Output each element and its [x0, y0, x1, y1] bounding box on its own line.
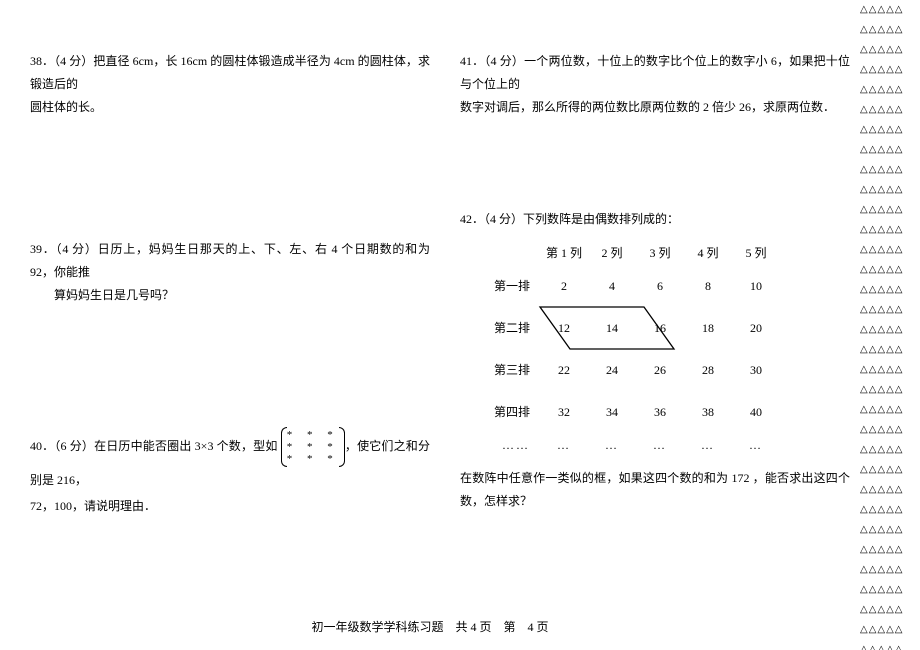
q38-number: 38． [30, 54, 54, 68]
q42-col-label: 5 列 [732, 242, 780, 265]
triangle-margin: △△△△△ △△△△△ △△△△△ △△△△△ △△△△△ △△△△△ △△△△… [860, 0, 920, 650]
q38-points: （4 分） [54, 54, 93, 68]
q40-text-a: 在日历中能否圈出 3×3 个数，型如 [94, 439, 277, 453]
q42-cell: 22 [540, 359, 588, 382]
q42-cell: 18 [684, 317, 732, 340]
q42-cell: 10 [732, 275, 780, 298]
q42-row-4: 第四排 32 34 36 38 40 [460, 391, 850, 433]
right-column: 41．（4 分）一个两位数，十位上的数字比个位上的数字小 6，如果把十位与个位上… [460, 50, 850, 513]
q42-cell: 30 [732, 359, 780, 382]
q42-cell: 12 [540, 317, 588, 340]
question-42: 42．（4 分）下列数阵是由偶数排列成的： 第 1 列 2 列 3 列 4 列 … [460, 208, 850, 512]
q42-col-prefix: 第 [546, 246, 558, 260]
q42-cell: … [540, 434, 588, 457]
q40-matrix-row: * * * [287, 429, 339, 441]
q42-row-ellipsis: …… … … … … … [460, 433, 850, 457]
q42-col-label: 第 1 列 [540, 242, 588, 265]
q42-cell: 28 [684, 359, 732, 382]
q42-cell: 24 [588, 359, 636, 382]
q42-cell: … [732, 434, 780, 457]
q42-cell: 6 [636, 275, 684, 298]
q40-number: 40． [30, 439, 54, 453]
q42-cell: 4 [588, 275, 636, 298]
q38-text-b: 圆柱体的长。 [30, 100, 102, 114]
q42-cell: 26 [636, 359, 684, 382]
q41-points: （4 分） [484, 54, 524, 68]
q39-number: 39． [30, 242, 56, 256]
question-39: 39．（4 分）日历上，妈妈生日那天的上、下、左、右 4 个日期数的和为 92，… [30, 238, 430, 306]
q42-cell: 34 [588, 401, 636, 424]
question-38: 38．（4 分）把直径 6cm，长 16cm 的圆柱体锻造成半径为 4cm 的圆… [30, 50, 430, 118]
q42-header-row: 第 1 列 2 列 3 列 4 列 5 列 [460, 241, 850, 265]
q42-cell: 40 [732, 401, 780, 424]
q42-cell: 32 [540, 401, 588, 424]
q42-row-label: …… [460, 434, 540, 457]
q42-array-table: 第 1 列 2 列 3 列 4 列 5 列 第一排 2 4 6 8 10 [460, 241, 850, 457]
q42-cell: 14 [588, 317, 636, 340]
q42-number: 42． [460, 212, 484, 226]
q42-row-label: 第二排 [460, 317, 540, 340]
q42-col-label: 2 列 [588, 242, 636, 265]
q42-cell: … [636, 434, 684, 457]
q39-text-b: 算妈妈生日是几号吗？ [54, 288, 174, 302]
q42-row-label: 第三排 [460, 359, 540, 382]
left-column: 38．（4 分）把直径 6cm，长 16cm 的圆柱体锻造成半径为 4cm 的圆… [30, 50, 430, 520]
q42-note: 在数阵中任意作一类似的框，如果这四个数的和为 172 ，能否求出这四个数，怎样求… [460, 467, 850, 513]
q42-cell: 2 [540, 275, 588, 298]
question-40: 40．（6 分）在日历中能否圈出 3×3 个数，型如 * * * * * * *… [30, 427, 430, 520]
page-footer: 初一年级数学学科练习题 共 4 页 第 4 页 [0, 618, 860, 635]
q42-col-label: 4 列 [684, 242, 732, 265]
q42-col-label: 3 列 [636, 242, 684, 265]
q42-cell: 16 [636, 317, 684, 340]
q42-cell: 20 [732, 317, 780, 340]
q42-row-2: 第二排 12 14 16 18 20 [460, 307, 850, 349]
q40-matrix-row: * * * [287, 441, 339, 453]
q42-row-label: 第一排 [460, 275, 540, 298]
q40-points: （6 分） [54, 439, 94, 453]
q42-cell: 38 [684, 401, 732, 424]
q40-text-c: 72，100，请说明理由． [30, 499, 156, 513]
q42-col-1: 1 列 [561, 246, 582, 260]
q41-number: 41． [460, 54, 484, 68]
q41-text-b: 数字对调后，那么所得的两位数比原两位数的 2 倍少 26，求原两位数． [460, 100, 835, 114]
q42-cell: … [588, 434, 636, 457]
q42-cell: … [684, 434, 732, 457]
q42-cell: 8 [684, 275, 732, 298]
q42-cell: 36 [636, 401, 684, 424]
q42-row-3: 第三排 22 24 26 28 30 [460, 349, 850, 391]
q40-matrix: * * * * * * * * * [281, 427, 345, 467]
question-41: 41．（4 分）一个两位数，十位上的数字比个位上的数字小 6，如果把十位与个位上… [460, 50, 850, 118]
q42-points: （4 分） [484, 212, 523, 226]
exam-page: 38．（4 分）把直径 6cm，长 16cm 的圆柱体锻造成半径为 4cm 的圆… [0, 0, 920, 650]
q40-matrix-row: * * * [287, 453, 339, 465]
q42-intro: 下列数阵是由偶数排列成的： [523, 212, 679, 226]
q42-array-wrap: 第 1 列 2 列 3 列 4 列 5 列 第一排 2 4 6 8 10 [460, 241, 850, 457]
q42-row-label: 第四排 [460, 401, 540, 424]
q39-points: （4 分） [56, 242, 98, 256]
q42-row-1: 第一排 2 4 6 8 10 [460, 265, 850, 307]
